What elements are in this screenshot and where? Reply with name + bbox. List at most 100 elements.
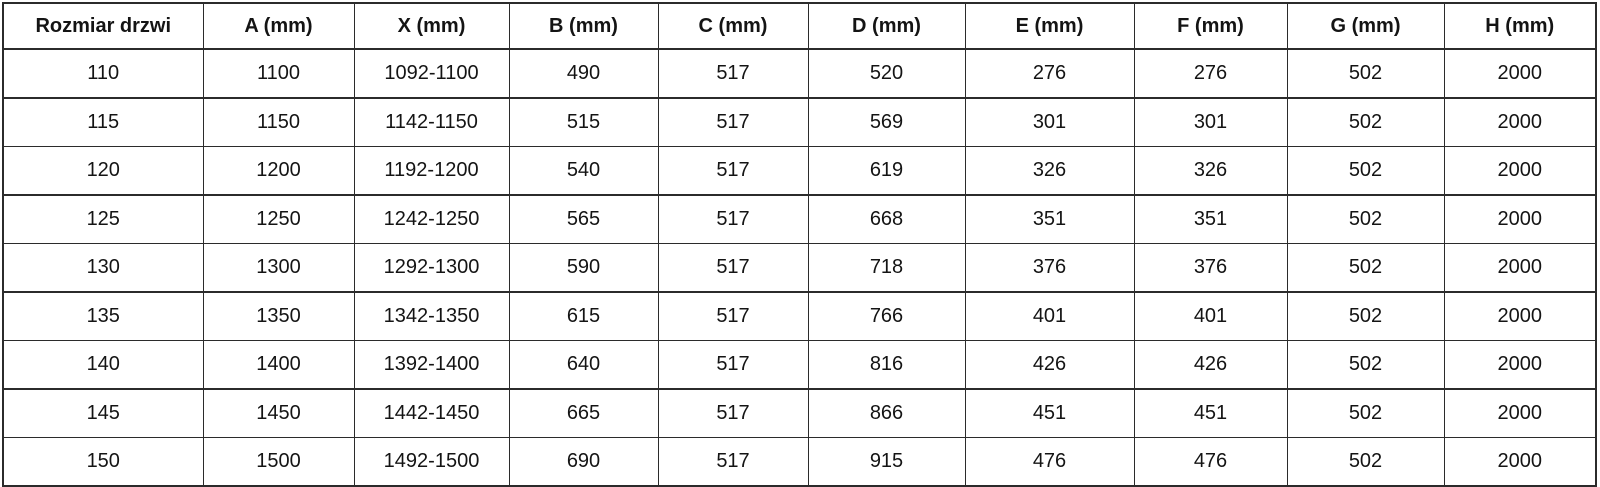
- table-cell: 517: [657, 291, 809, 341]
- table-cell: 451: [1133, 388, 1288, 438]
- table-row: 135 1350 1342-1350 615 517 766 401 401 502 2000: [2, 291, 1597, 341]
- table-cell: 401: [1133, 291, 1288, 341]
- header-row: Rozmiar drzwi A (mm) X (mm) B (mm) C (mm) D (…: [2, 2, 1597, 50]
- table-cell: 517: [657, 388, 809, 438]
- table-cell: 140: [2, 340, 204, 390]
- table-cell: 301: [1133, 97, 1288, 147]
- table-cell: 540: [508, 146, 659, 196]
- table-cell: 2000: [1443, 291, 1597, 341]
- table-cell: 2000: [1443, 437, 1597, 487]
- table-cell: 376: [1133, 243, 1288, 293]
- table-cell: 517: [657, 146, 809, 196]
- table-cell: 569: [807, 97, 966, 147]
- table-cell: 502: [1286, 243, 1445, 293]
- table-row: 150 1500 1492-1500 690 517 915 476 476 502 2000: [2, 437, 1597, 487]
- table-cell: 426: [1133, 340, 1288, 390]
- column-header: X (mm): [353, 2, 510, 50]
- table-cell: 2000: [1443, 340, 1597, 390]
- table-cell: 520: [807, 48, 966, 99]
- table-cell: 1350: [202, 291, 355, 341]
- table-row: 120 1200 1192-1200 540 517 619 326 326 502 2000: [2, 146, 1597, 196]
- table-cell: 2000: [1443, 48, 1597, 99]
- table-cell: 502: [1286, 340, 1445, 390]
- table-row: 110 1100 1092-1100 490 517 520 276 276 502 2000: [2, 48, 1597, 99]
- table-cell: 401: [964, 291, 1135, 341]
- column-header: G (mm): [1286, 2, 1445, 50]
- table-cell: 517: [657, 194, 809, 244]
- column-header: C (mm): [657, 2, 809, 50]
- table-cell: 301: [964, 97, 1135, 147]
- table-cell: 145: [2, 388, 204, 438]
- table-cell: 502: [1286, 388, 1445, 438]
- table-cell: 615: [508, 291, 659, 341]
- table-cell: 515: [508, 97, 659, 147]
- table-cell: 502: [1286, 291, 1445, 341]
- table-cell: 690: [508, 437, 659, 487]
- table-cell: 517: [657, 340, 809, 390]
- table-cell: 1100: [202, 48, 355, 99]
- table-cell: 276: [1133, 48, 1288, 99]
- table-cell: 517: [657, 243, 809, 293]
- table-cell: 1342-1350: [353, 291, 510, 341]
- table-cell: 1242-1250: [353, 194, 510, 244]
- table-row: 130 1300 1292-1300 590 517 718 376 376 502 2000: [2, 243, 1597, 293]
- table-cell: 1300: [202, 243, 355, 293]
- table-cell: 1500: [202, 437, 355, 487]
- column-header: F (mm): [1133, 2, 1288, 50]
- table-cell: 135: [2, 291, 204, 341]
- table-cell: 1192-1200: [353, 146, 510, 196]
- column-header: D (mm): [807, 2, 966, 50]
- table-cell: 1442-1450: [353, 388, 510, 438]
- table-row: 125 1250 1242-1250 565 517 668 351 351 502 2000: [2, 194, 1597, 244]
- table-cell: 1450: [202, 388, 355, 438]
- column-header: E (mm): [964, 2, 1135, 50]
- table-cell: 866: [807, 388, 966, 438]
- table-cell: 1200: [202, 146, 355, 196]
- table-cell: 476: [964, 437, 1135, 487]
- table-cell: 640: [508, 340, 659, 390]
- table-cell: 476: [1133, 437, 1288, 487]
- table-cell: 619: [807, 146, 966, 196]
- table-cell: 2000: [1443, 243, 1597, 293]
- table-row: 140 1400 1392-1400 640 517 816 426 426 502 2000: [2, 340, 1597, 390]
- table-cell: 130: [2, 243, 204, 293]
- table-cell: 276: [964, 48, 1135, 99]
- table-cell: 120: [2, 146, 204, 196]
- table-cell: 718: [807, 243, 966, 293]
- table-cell: 1142-1150: [353, 97, 510, 147]
- table-cell: 502: [1286, 48, 1445, 99]
- table-cell: 351: [1133, 194, 1288, 244]
- table-cell: 2000: [1443, 388, 1597, 438]
- table-cell: 150: [2, 437, 204, 487]
- table-cell: 1392-1400: [353, 340, 510, 390]
- table-cell: 1092-1100: [353, 48, 510, 99]
- table-row: 145 1450 1442-1450 665 517 866 451 451 502 2000: [2, 388, 1597, 438]
- table-cell: 1250: [202, 194, 355, 244]
- column-header: H (mm): [1443, 2, 1597, 50]
- table-cell: 490: [508, 48, 659, 99]
- table-cell: 1292-1300: [353, 243, 510, 293]
- column-header: A (mm): [202, 2, 355, 50]
- table-body: 110 1100 1092-1100 490 517 520 276 276 502 2000 11…: [2, 48, 1597, 487]
- column-header: Rozmiar drzwi: [2, 2, 204, 50]
- table-cell: 590: [508, 243, 659, 293]
- table-cell: 502: [1286, 146, 1445, 196]
- table-cell: 665: [508, 388, 659, 438]
- table-cell: 115: [2, 97, 204, 147]
- table-cell: 326: [1133, 146, 1288, 196]
- column-header: B (mm): [508, 2, 659, 50]
- table-cell: 351: [964, 194, 1135, 244]
- table-cell: 326: [964, 146, 1135, 196]
- table-cell: 766: [807, 291, 966, 341]
- table-cell: 502: [1286, 97, 1445, 147]
- table-cell: 517: [657, 97, 809, 147]
- table-cell: 517: [657, 48, 809, 99]
- table-cell: 1492-1500: [353, 437, 510, 487]
- table-header: Rozmiar drzwi A (mm) X (mm) B (mm) C (mm) D (…: [2, 2, 1597, 50]
- table-cell: 502: [1286, 194, 1445, 244]
- table-cell: 110: [2, 48, 204, 99]
- table-cell: 2000: [1443, 194, 1597, 244]
- table-cell: 1400: [202, 340, 355, 390]
